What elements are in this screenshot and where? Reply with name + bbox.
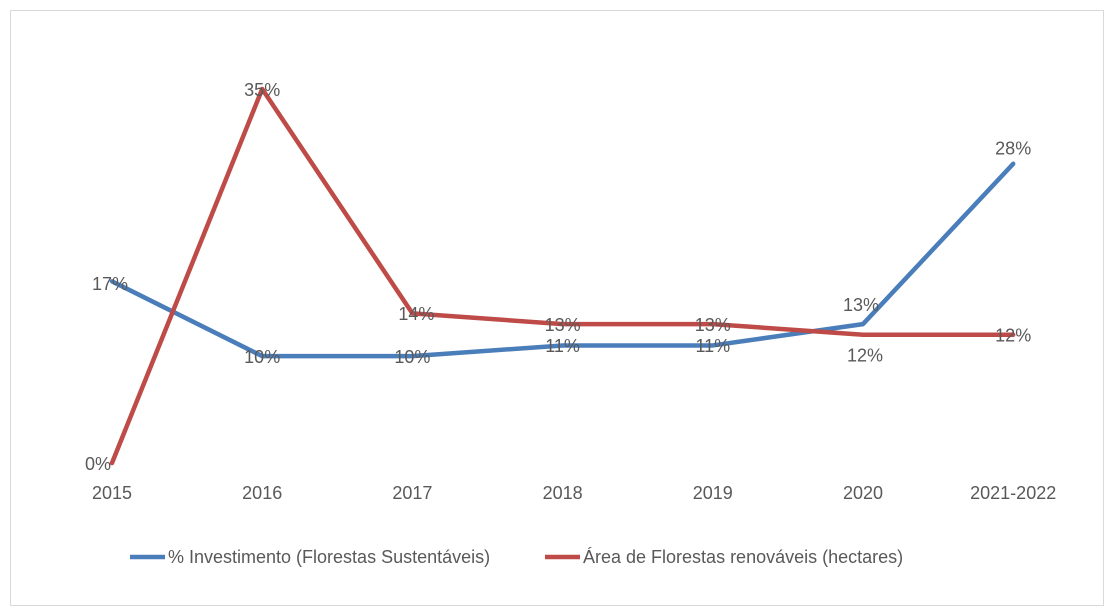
data-label: 12% — [995, 326, 1031, 346]
line-series — [109, 86, 1016, 466]
data-label: 13% — [545, 315, 581, 335]
x-tick-label: 2019 — [693, 483, 733, 503]
line-series — [109, 161, 1016, 359]
data-label: 10% — [394, 347, 430, 367]
legend-label: Área de Florestas renováveis (hectares) — [583, 547, 903, 567]
data-label: 12% — [847, 346, 883, 366]
data-label: 11% — [695, 336, 730, 356]
data-label: 10% — [244, 347, 280, 367]
data-label: 35% — [244, 80, 280, 100]
data-label: 0% — [85, 454, 111, 474]
x-tick-label: 2020 — [843, 483, 883, 503]
data-label: 11% — [545, 336, 580, 356]
data-label: 14% — [398, 304, 434, 324]
data-label: 13% — [843, 295, 879, 315]
chart-border — [10, 10, 1104, 606]
x-tick-label: 2016 — [242, 483, 282, 503]
x-tick-label: 2018 — [543, 483, 583, 503]
data-label: 17% — [92, 274, 128, 294]
data-label: 13% — [695, 315, 731, 335]
x-tick-label: 2017 — [392, 483, 432, 503]
legend-label: % Investimento (Florestas Sustentáveis) — [168, 547, 490, 567]
x-tick-label: 2015 — [92, 483, 132, 503]
x-tick-label: 2021-2022 — [970, 483, 1056, 503]
data-label: 28% — [995, 139, 1031, 159]
